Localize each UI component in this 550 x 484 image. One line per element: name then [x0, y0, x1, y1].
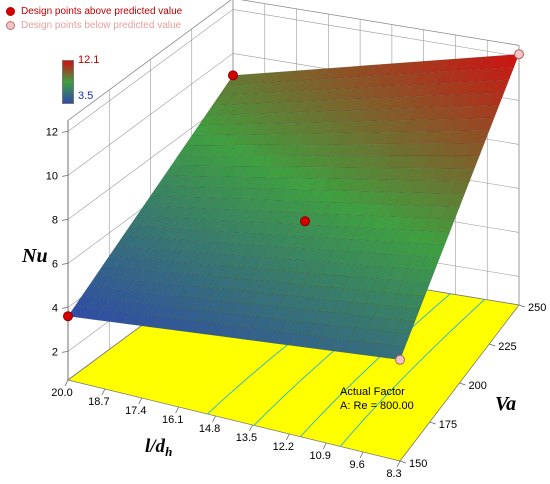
design-point-above [300, 216, 310, 227]
response-surface [67, 53, 520, 361]
color-scale-bar [62, 60, 74, 104]
surface-patch [466, 143, 485, 157]
z-tick-label: 6 [52, 258, 58, 270]
y-tick-mark [489, 343, 496, 347]
x-tick-label: 18.7 [88, 396, 109, 408]
x-tick-mark [322, 442, 327, 450]
design-point-above [63, 311, 73, 322]
factor-note-title: Actual Factor [340, 386, 405, 398]
x-tick-mark [64, 379, 69, 387]
z-tick-label: 4 [52, 302, 58, 314]
y-tick-label: 150 [409, 458, 427, 470]
y-tick-mark [429, 421, 436, 425]
surface-patch [406, 294, 426, 310]
x-tick-label: 8.3 [386, 468, 401, 480]
x-tick-mark [138, 397, 143, 405]
x-tick-mark [175, 406, 180, 414]
z-tick-mark [61, 131, 69, 133]
y-axis-title: Va [495, 393, 516, 415]
factor-note: Actual Factor A: Re = 800.00 [340, 385, 414, 413]
y-tick-mark [518, 304, 526, 308]
design-point-above [228, 70, 238, 81]
z-tick-mark [61, 219, 69, 221]
surface-patch [411, 282, 431, 297]
legend: Design points above predicted value Desi… [6, 4, 182, 32]
x-tick-label: 12.2 [273, 441, 294, 453]
color-scale-max-label: 12.1 [78, 54, 100, 66]
x-axis-title: l/dh [145, 436, 172, 459]
surface-patch [451, 181, 470, 195]
x-tick-label: 10.9 [310, 450, 331, 462]
z-tick-label: 2 [52, 346, 58, 358]
color-scale-min-label: 3.5 [78, 90, 94, 102]
x-tick-mark [396, 460, 401, 468]
x-tick-label: 9.6 [349, 459, 364, 471]
z-axis-title: Nu [21, 245, 48, 267]
z-tick-mark [61, 307, 69, 309]
x-tick-mark [101, 388, 106, 396]
factor-note-value: A: Re = 800.00 [340, 400, 414, 412]
y-tick-label: 175 [439, 419, 457, 431]
design-point-below [395, 354, 405, 365]
z-tick-mark [61, 263, 69, 265]
z-tick-mark [61, 175, 69, 177]
surface-patch [436, 218, 455, 233]
z-tick-mark [61, 351, 69, 353]
surface-patch [400, 307, 421, 322]
legend-label-above: Design points above predicted value [21, 5, 183, 17]
z-tick-label: 10 [46, 170, 58, 182]
above-point-marker-icon [6, 6, 15, 16]
y-tick-mark [399, 460, 407, 464]
x-tick-mark [359, 451, 364, 459]
floor-contour-line [339, 298, 486, 447]
x-tick-mark [249, 424, 253, 432]
x-tick-mark [285, 433, 290, 441]
x-tick-label: 14.8 [199, 423, 220, 435]
floor-contour-line [300, 293, 451, 438]
x-tick-label: 17.4 [125, 405, 146, 417]
design-points [63, 49, 524, 365]
z-tick-label: 12 [46, 126, 58, 138]
x-tick-label: 13.5 [236, 432, 257, 444]
below-point-marker-icon [6, 20, 15, 30]
surface-patch [476, 117, 495, 132]
axes: 2 4 6 8 10 12 Nu 20.0 18.7 17.4 16.1 14.8 13.5 12.2 10… [21, 120, 546, 480]
x-axis-title-subscript: h [165, 444, 172, 459]
legend-label-below: Design points below predicted value [21, 19, 182, 31]
surface-patch [481, 104, 500, 119]
legend-item-above: Design points above predicted value [6, 4, 182, 18]
x-tick-mark [212, 415, 216, 423]
x-tick-label: 16.1 [162, 414, 183, 426]
design-point-below [514, 49, 524, 60]
y-tick-mark [459, 382, 466, 386]
z-tick-label: 8 [52, 214, 58, 226]
y-tick-label: 250 [528, 302, 546, 314]
legend-item-below: Design points below predicted value [6, 18, 182, 32]
y-tick-label: 200 [469, 380, 487, 392]
x-tick-label: 20.0 [51, 387, 72, 399]
surface-patch [461, 155, 480, 170]
y-tick-label: 225 [498, 341, 516, 353]
